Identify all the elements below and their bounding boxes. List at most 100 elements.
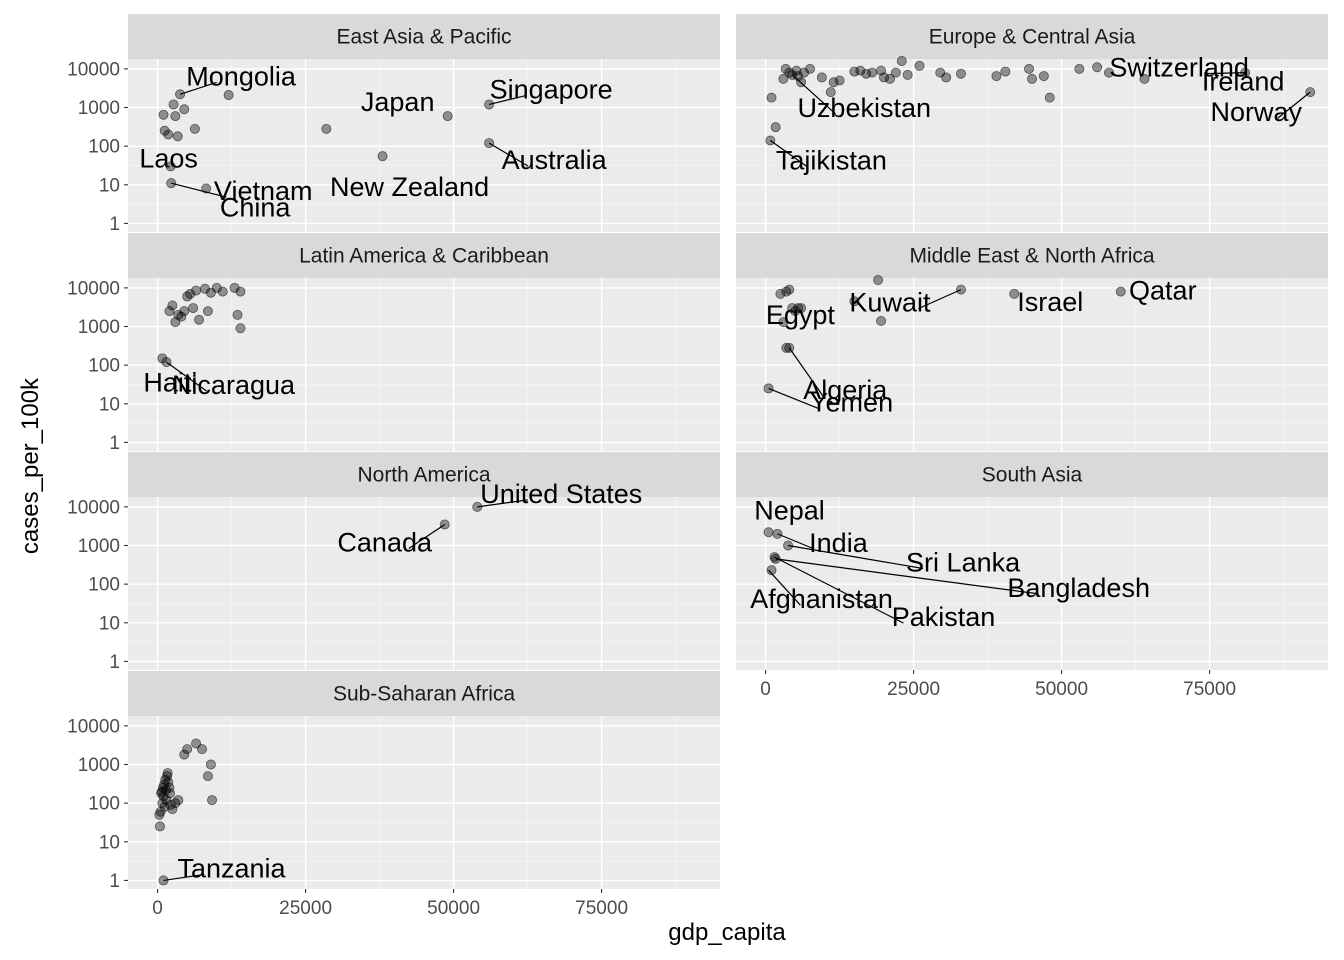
point-label: India bbox=[809, 528, 869, 558]
point-label: New Zealand bbox=[330, 172, 489, 202]
data-point bbox=[158, 109, 169, 120]
point-label: Singapore bbox=[490, 74, 613, 104]
data-point bbox=[991, 71, 1002, 82]
data-point bbox=[791, 65, 802, 76]
data-point bbox=[1000, 66, 1011, 77]
data-point bbox=[834, 75, 845, 86]
point-label: Japan bbox=[361, 87, 435, 117]
data-point bbox=[162, 771, 173, 782]
panel-title: South Asia bbox=[982, 464, 1083, 487]
y-tick-label: 1000 bbox=[78, 98, 120, 119]
y-tick-label: 10 bbox=[99, 613, 120, 634]
label-leader-line bbox=[788, 347, 824, 397]
data-point bbox=[955, 68, 966, 79]
point-label: Tajikistan bbox=[776, 145, 887, 175]
data-point bbox=[165, 161, 176, 172]
panel-title: Latin America & Caribbean bbox=[299, 245, 549, 268]
data-point bbox=[766, 92, 777, 103]
data-point bbox=[778, 73, 789, 84]
point-label: Canada bbox=[337, 527, 433, 557]
point-label: Norway bbox=[1210, 97, 1302, 127]
data-point bbox=[165, 788, 176, 799]
data-point bbox=[321, 123, 332, 134]
data-point bbox=[202, 306, 213, 317]
data-point bbox=[766, 565, 777, 576]
point-label: Ireland bbox=[1202, 67, 1285, 97]
point-label: Israel bbox=[1017, 287, 1083, 317]
label-leader-line bbox=[1277, 91, 1311, 119]
point-label: Vietnam bbox=[214, 176, 313, 206]
panel-strip bbox=[736, 452, 1328, 497]
point-label: Bangladesh bbox=[1007, 573, 1150, 603]
y-tick-label: 10000 bbox=[67, 497, 120, 518]
data-point bbox=[855, 65, 866, 76]
point-label: China bbox=[220, 193, 292, 223]
data-point bbox=[849, 296, 860, 307]
data-point bbox=[179, 749, 190, 760]
x-tick-label: 50000 bbox=[427, 898, 480, 919]
label-leader-line bbox=[488, 94, 527, 106]
data-point bbox=[896, 55, 907, 66]
data-point bbox=[1009, 288, 1020, 299]
y-tick-label: 1000 bbox=[78, 317, 120, 338]
point-label: Tanzania bbox=[177, 853, 286, 883]
point-label: Uzbekistan bbox=[797, 93, 931, 123]
label-leader-line bbox=[774, 556, 904, 624]
data-point bbox=[229, 282, 240, 293]
data-point bbox=[175, 89, 186, 100]
y-tick-label: 100 bbox=[88, 356, 120, 377]
data-point bbox=[182, 744, 193, 755]
data-point bbox=[170, 111, 181, 122]
data-point bbox=[1115, 286, 1126, 297]
y-tick-label: 10000 bbox=[67, 59, 120, 80]
y-tick-label: 10 bbox=[99, 175, 120, 196]
point-label: Pakistan bbox=[892, 602, 996, 632]
panel-4: Middle East & North Africa Israel Qatar Kuw… bbox=[736, 233, 1328, 451]
data-point bbox=[1103, 67, 1114, 78]
data-point bbox=[211, 282, 222, 293]
data-point bbox=[189, 123, 200, 134]
label-leader-line bbox=[163, 873, 205, 882]
y-tick-label: 1 bbox=[109, 652, 120, 673]
panel-title: East Asia & Pacific bbox=[336, 26, 511, 49]
label-leader-line bbox=[768, 569, 801, 606]
y-axis-title: cases_per_100k bbox=[17, 377, 44, 554]
data-point bbox=[955, 284, 966, 295]
data-point bbox=[201, 183, 212, 194]
data-point bbox=[377, 151, 388, 162]
panel-title: Middle East & North Africa bbox=[909, 245, 1154, 268]
panel-1: East Asia & Pacific 1 10 100 1000 10000 Mongol… bbox=[67, 14, 720, 235]
point-label: Nepal bbox=[754, 495, 825, 525]
label-leader-line bbox=[791, 74, 836, 115]
data-point bbox=[202, 771, 213, 782]
data-point bbox=[167, 300, 178, 311]
x-tick-label: 75000 bbox=[1183, 679, 1236, 700]
data-point bbox=[166, 178, 177, 189]
data-point bbox=[223, 90, 234, 101]
x-axis-title: gdp_capita bbox=[668, 919, 786, 946]
label-leader-line bbox=[477, 499, 528, 508]
data-point bbox=[1027, 73, 1038, 84]
data-point bbox=[941, 72, 952, 83]
data-point bbox=[914, 60, 925, 71]
data-point bbox=[1074, 63, 1085, 74]
data-point bbox=[217, 286, 228, 297]
panel-strip bbox=[128, 671, 720, 716]
label-leader-line bbox=[166, 361, 208, 392]
data-point bbox=[890, 67, 901, 78]
y-tick-label: 100 bbox=[88, 137, 120, 158]
y-tick-label: 10000 bbox=[67, 716, 120, 737]
data-point bbox=[185, 288, 196, 299]
data-point bbox=[235, 323, 246, 334]
y-tick-label: 10 bbox=[99, 394, 120, 415]
data-point bbox=[173, 309, 184, 320]
panel-strip bbox=[736, 233, 1328, 278]
point-label: Switzerland bbox=[1109, 53, 1249, 83]
data-point bbox=[179, 104, 190, 115]
y-tick-label: 100 bbox=[88, 794, 120, 815]
panel-strip bbox=[128, 233, 720, 278]
label-leader-line bbox=[488, 142, 529, 167]
data-point bbox=[196, 744, 207, 755]
